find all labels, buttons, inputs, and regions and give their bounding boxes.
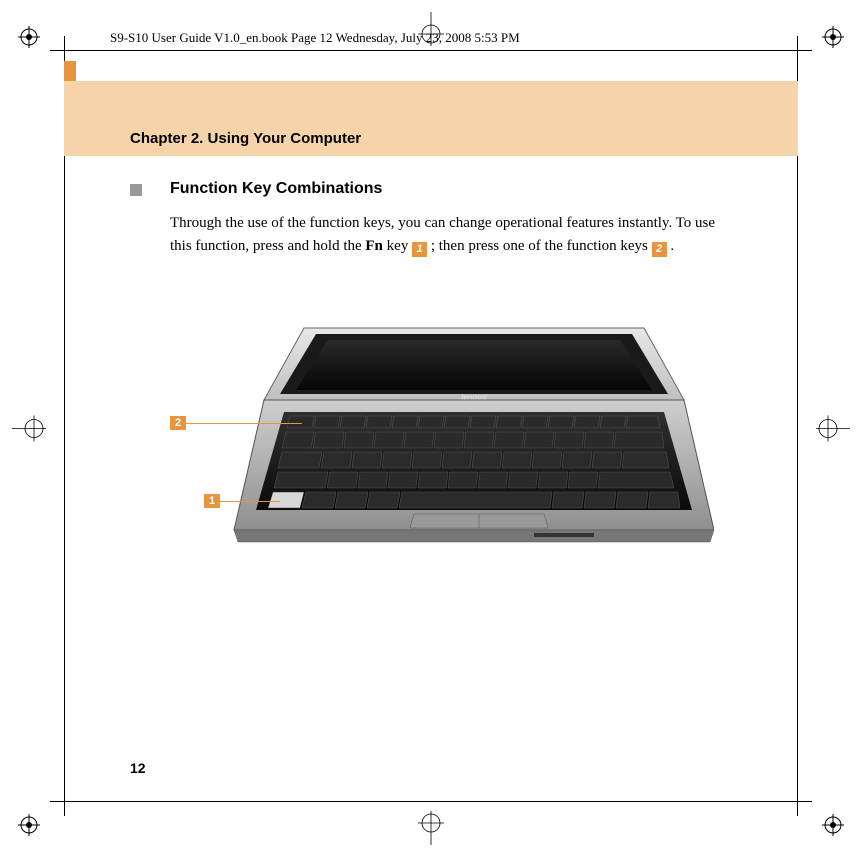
center-mark-right-icon: [816, 410, 850, 453]
crop-line-top: [50, 50, 812, 51]
chapter-title: Chapter 2. Using Your Computer: [130, 130, 361, 147]
laptop-figure: lenovo: [154, 320, 714, 560]
callout-ref-2: 2: [652, 242, 667, 257]
reg-mark-top-right-icon: [822, 26, 844, 48]
body-paragraph: Through the use of the function keys, yo…: [170, 212, 730, 259]
center-mark-bottom-icon: [412, 811, 450, 850]
page-frame: Chapter 2. Using Your Computer Function …: [64, 50, 798, 802]
callout-ref-1: 1: [412, 242, 427, 257]
crop-line-bottom: [50, 801, 812, 802]
callout-2-box: 2: [170, 416, 186, 430]
fn-key-label: Fn: [365, 238, 383, 254]
body-part2: key: [383, 238, 412, 254]
center-mark-left-icon: [12, 410, 46, 453]
section-title: Function Key Combinations: [170, 180, 382, 198]
body-part4: .: [667, 238, 675, 254]
reg-mark-bottom-right-icon: [822, 814, 844, 836]
book-meta-header: S9-S10 User Guide V1.0_en.book Page 12 W…: [110, 30, 520, 46]
callout-1-leader: [220, 501, 280, 502]
callout-2-leader: [186, 423, 302, 424]
page-number: 12: [130, 760, 146, 776]
body-part3: ; then press one of the function keys: [427, 238, 652, 254]
reg-mark-bottom-left-icon: [18, 814, 40, 836]
accent-strip: [64, 61, 76, 81]
section-bullet-icon: [130, 184, 142, 196]
callout-1-box: 1: [204, 494, 220, 508]
reg-mark-top-left-icon: [18, 26, 40, 48]
